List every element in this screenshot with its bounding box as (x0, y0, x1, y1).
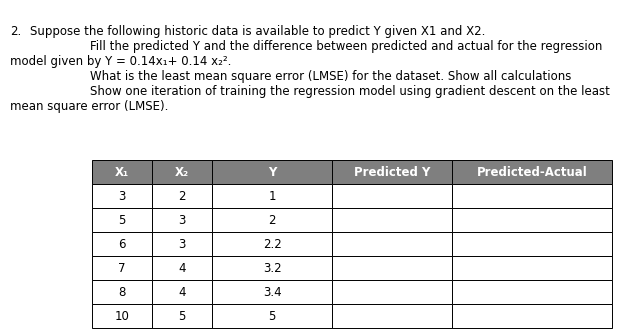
Bar (212, 184, 332, 208)
Text: What is the least mean square error (LMSE) for the dataset. Show all calculation: What is the least mean square error (LMS… (90, 70, 572, 83)
Bar (152, 208, 212, 232)
Bar (92, 280, 152, 304)
Bar (452, 160, 612, 184)
Bar (332, 184, 452, 208)
Bar (332, 208, 452, 232)
Bar (92, 256, 152, 280)
Bar (212, 160, 332, 184)
Text: mean square error (LMSE).: mean square error (LMSE). (10, 100, 168, 113)
Text: 2: 2 (178, 190, 186, 202)
Bar (332, 256, 452, 280)
Text: 4: 4 (178, 285, 186, 298)
Bar (92, 232, 152, 256)
Text: 1: 1 (268, 190, 276, 202)
Text: 3: 3 (179, 213, 186, 226)
Text: 7: 7 (118, 262, 126, 274)
Text: model given by Y = 0.14x₁+ 0.14 x₂².: model given by Y = 0.14x₁+ 0.14 x₂². (10, 55, 232, 68)
Bar (452, 280, 612, 304)
Bar (332, 160, 452, 184)
Text: 8: 8 (119, 285, 126, 298)
Bar (452, 208, 612, 232)
Bar (152, 280, 212, 304)
Text: 2: 2 (268, 213, 276, 226)
Text: 5: 5 (179, 310, 186, 323)
Text: Predicted-Actual: Predicted-Actual (476, 165, 587, 179)
Bar (92, 160, 152, 184)
Text: 6: 6 (118, 238, 126, 251)
Bar (452, 304, 612, 328)
Text: Y: Y (268, 165, 276, 179)
Bar (92, 304, 152, 328)
Text: 3.4: 3.4 (262, 285, 281, 298)
Bar (152, 184, 212, 208)
Bar (452, 256, 612, 280)
Text: 5: 5 (119, 213, 126, 226)
Bar (452, 232, 612, 256)
Text: 4: 4 (178, 262, 186, 274)
Bar (152, 256, 212, 280)
Bar (92, 208, 152, 232)
Text: X₂: X₂ (175, 165, 189, 179)
Text: 2.2: 2.2 (262, 238, 281, 251)
Text: Predicted Y: Predicted Y (354, 165, 430, 179)
Text: 3.2: 3.2 (262, 262, 281, 274)
Text: Suppose the following historic data is available to predict Y given X1 and X2.: Suppose the following historic data is a… (30, 25, 485, 38)
Bar (152, 304, 212, 328)
Text: X₁: X₁ (115, 165, 129, 179)
Bar (212, 208, 332, 232)
Bar (212, 256, 332, 280)
Text: Show one iteration of training the regression model using gradient descent on th: Show one iteration of training the regre… (90, 85, 610, 98)
Bar (152, 232, 212, 256)
Bar (212, 232, 332, 256)
Bar (452, 184, 612, 208)
Text: Fill the predicted Y and the difference between predicted and actual for the reg: Fill the predicted Y and the difference … (90, 40, 603, 53)
Bar (152, 160, 212, 184)
Text: 2.: 2. (10, 25, 21, 38)
Bar (332, 232, 452, 256)
Text: 3: 3 (179, 238, 186, 251)
Bar (92, 184, 152, 208)
Bar (332, 280, 452, 304)
Bar (212, 304, 332, 328)
Text: 3: 3 (119, 190, 126, 202)
Bar (332, 304, 452, 328)
Bar (212, 280, 332, 304)
Text: 5: 5 (268, 310, 276, 323)
Text: 10: 10 (115, 310, 129, 323)
